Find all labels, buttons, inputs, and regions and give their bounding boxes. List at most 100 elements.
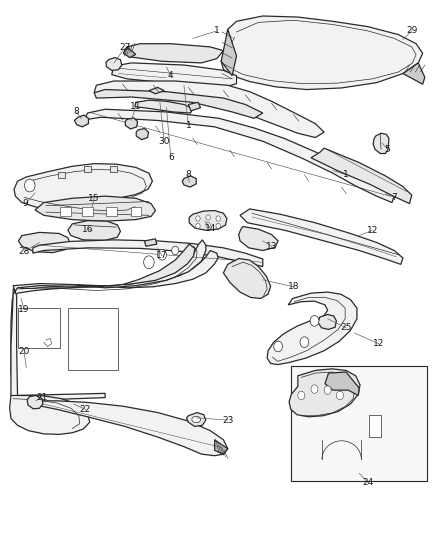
Text: 8: 8 xyxy=(74,108,80,116)
Text: 27: 27 xyxy=(119,44,131,52)
Text: 12: 12 xyxy=(373,340,385,348)
Circle shape xyxy=(336,391,343,400)
Circle shape xyxy=(158,249,166,260)
Text: 30: 30 xyxy=(159,137,170,146)
Text: 25: 25 xyxy=(340,324,352,332)
Text: 1: 1 xyxy=(214,27,220,35)
Text: 29: 29 xyxy=(406,27,417,35)
Polygon shape xyxy=(94,81,324,138)
Circle shape xyxy=(25,179,35,192)
Polygon shape xyxy=(187,413,206,426)
Text: 8: 8 xyxy=(185,171,191,179)
Text: 21: 21 xyxy=(36,393,47,401)
Circle shape xyxy=(324,386,331,394)
Bar xyxy=(369,415,381,437)
Bar xyxy=(131,207,141,216)
Polygon shape xyxy=(403,63,425,84)
Polygon shape xyxy=(124,44,223,63)
Polygon shape xyxy=(84,109,394,203)
Polygon shape xyxy=(68,221,120,240)
Text: 17: 17 xyxy=(156,252,168,260)
Polygon shape xyxy=(30,401,228,456)
Text: 7: 7 xyxy=(391,193,397,201)
Polygon shape xyxy=(318,314,336,329)
Bar xyxy=(58,172,65,178)
Polygon shape xyxy=(267,292,357,365)
Polygon shape xyxy=(325,372,359,395)
Polygon shape xyxy=(11,251,218,399)
Text: 5: 5 xyxy=(385,145,391,154)
Circle shape xyxy=(144,256,154,269)
Bar xyxy=(18,308,60,348)
Text: 6: 6 xyxy=(168,153,174,161)
Polygon shape xyxy=(135,100,193,113)
Text: 4: 4 xyxy=(168,71,173,80)
Bar xyxy=(106,207,117,216)
Circle shape xyxy=(172,246,179,255)
Polygon shape xyxy=(112,63,237,87)
Text: 16: 16 xyxy=(82,225,93,233)
Polygon shape xyxy=(189,211,227,230)
Polygon shape xyxy=(124,47,136,58)
Polygon shape xyxy=(27,395,43,409)
Polygon shape xyxy=(149,87,164,94)
Polygon shape xyxy=(373,133,389,154)
Text: 22: 22 xyxy=(80,405,91,414)
Circle shape xyxy=(310,316,319,326)
Text: 23: 23 xyxy=(222,416,233,424)
Circle shape xyxy=(196,216,200,221)
Polygon shape xyxy=(239,227,278,251)
Text: 28: 28 xyxy=(18,247,30,256)
Circle shape xyxy=(298,391,305,400)
Text: 1: 1 xyxy=(185,121,191,130)
Text: 15: 15 xyxy=(88,194,100,203)
Polygon shape xyxy=(188,102,201,111)
Polygon shape xyxy=(10,395,90,434)
Polygon shape xyxy=(289,369,360,417)
Text: 14: 14 xyxy=(205,224,216,232)
Circle shape xyxy=(216,216,220,221)
Polygon shape xyxy=(106,58,122,70)
Polygon shape xyxy=(35,196,155,221)
Polygon shape xyxy=(215,440,228,454)
Bar xyxy=(84,166,91,172)
Polygon shape xyxy=(221,16,423,90)
Polygon shape xyxy=(223,259,271,298)
Text: 13: 13 xyxy=(266,242,277,251)
Polygon shape xyxy=(11,240,206,401)
Bar xyxy=(110,166,117,172)
Text: 9: 9 xyxy=(22,199,28,208)
Bar xyxy=(68,308,118,370)
Polygon shape xyxy=(136,128,148,140)
Circle shape xyxy=(206,215,210,220)
Polygon shape xyxy=(33,240,263,266)
Circle shape xyxy=(274,341,283,352)
Circle shape xyxy=(196,223,200,229)
Text: 1: 1 xyxy=(343,171,349,179)
Polygon shape xyxy=(125,118,138,129)
Text: 18: 18 xyxy=(288,282,299,291)
Circle shape xyxy=(311,385,318,393)
Polygon shape xyxy=(123,244,195,285)
Circle shape xyxy=(300,337,309,348)
Polygon shape xyxy=(311,148,412,204)
Polygon shape xyxy=(18,232,70,253)
Text: 24: 24 xyxy=(362,478,374,487)
Text: 20: 20 xyxy=(18,348,30,356)
Text: 12: 12 xyxy=(367,226,378,235)
Polygon shape xyxy=(14,164,152,219)
FancyBboxPatch shape xyxy=(291,366,427,481)
Polygon shape xyxy=(74,115,88,127)
Text: 11: 11 xyxy=(130,102,141,111)
Circle shape xyxy=(216,223,220,229)
Polygon shape xyxy=(94,90,263,118)
Polygon shape xyxy=(240,209,403,264)
Bar xyxy=(82,207,93,216)
Polygon shape xyxy=(221,29,237,76)
Text: 19: 19 xyxy=(18,305,30,313)
Polygon shape xyxy=(145,239,157,246)
Polygon shape xyxy=(182,176,196,187)
Circle shape xyxy=(206,222,210,228)
Bar xyxy=(60,207,71,216)
Ellipse shape xyxy=(192,416,201,423)
